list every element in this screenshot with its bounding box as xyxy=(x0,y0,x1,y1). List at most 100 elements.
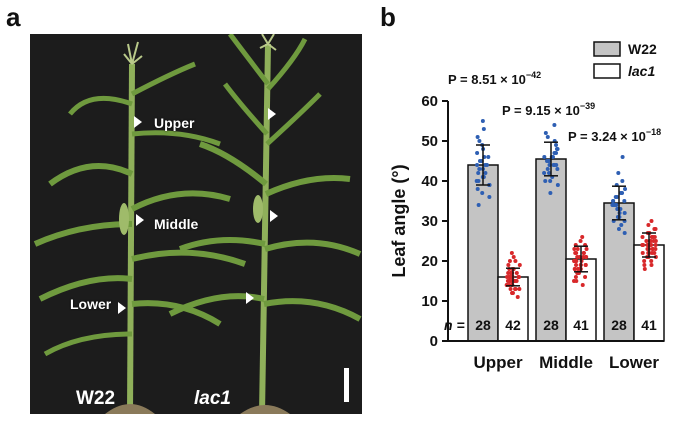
data-point-lower-lac1 xyxy=(642,267,647,271)
leaf-angle-chart-svg: 0 10 20 30 40 50 60 Leaf angle (°) 28 42 Upper 28 41… xyxy=(389,41,665,372)
data-point-middle-w22 xyxy=(554,143,559,147)
data-point-upper-w22 xyxy=(476,203,481,207)
data-point-lower-lac1 xyxy=(649,259,654,263)
data-point-upper-lac1 xyxy=(507,259,512,263)
data-point-lower-w22 xyxy=(614,203,619,207)
legend-label-0: W22 xyxy=(628,41,657,57)
data-point-upper-lac1 xyxy=(513,279,518,283)
data-point-middle-lac1 xyxy=(583,255,588,259)
lower-label: Lower xyxy=(70,296,112,312)
middle-label: Middle xyxy=(154,216,199,232)
data-point-upper-lac1 xyxy=(508,287,513,291)
scale-bar xyxy=(344,368,349,402)
data-point-lower-w22 xyxy=(618,191,623,195)
data-point-upper-lac1 xyxy=(513,259,518,263)
data-point-upper-w22 xyxy=(483,163,488,167)
data-point-lower-w22 xyxy=(619,223,624,227)
data-point-lower-w22 xyxy=(623,187,628,191)
data-point-middle-lac1 xyxy=(578,239,583,243)
data-point-upper-w22 xyxy=(480,191,485,195)
data-point-middle-lac1 xyxy=(572,279,577,283)
bar-middle-w22 xyxy=(535,158,567,342)
n-prefix-label: n = xyxy=(444,317,465,333)
data-point-lower-lac1 xyxy=(644,239,649,243)
legend-swatch-0 xyxy=(593,41,621,57)
data-point-lower-lac1 xyxy=(650,251,655,255)
data-point-lower-lac1 xyxy=(653,247,658,251)
data-point-upper-w22 xyxy=(477,159,482,163)
data-point-middle-w22 xyxy=(545,159,550,163)
data-point-middle-w22 xyxy=(543,179,548,183)
data-point-middle-w22 xyxy=(542,171,547,175)
lac1-upper-arrow-icon xyxy=(268,108,276,120)
data-point-lower-w22 xyxy=(620,179,625,183)
data-point-upper-lac1 xyxy=(516,275,521,279)
n-label-lower-lac1: 41 xyxy=(641,317,657,333)
data-point-upper-w22 xyxy=(477,167,482,171)
data-point-middle-lac1 xyxy=(583,263,588,267)
data-point-lower-w22 xyxy=(616,171,621,175)
data-point-lower-lac1 xyxy=(642,259,647,263)
lac1-middle-arrow-icon xyxy=(270,210,278,222)
data-point-middle-w22 xyxy=(547,171,552,175)
data-point-upper-w22 xyxy=(475,135,480,139)
genotype-w22-label: W22 xyxy=(76,388,116,409)
data-point-lower-w22 xyxy=(611,199,616,203)
bar-middle-lac1 xyxy=(565,258,597,342)
genotype-lac1-label: lac1 xyxy=(194,388,231,409)
n-label-upper-lac1: 42 xyxy=(505,317,521,333)
data-point-middle-lac1 xyxy=(573,275,578,279)
plant-photo-illustration xyxy=(30,34,362,414)
lac1-lower-arrow-icon xyxy=(246,292,254,304)
data-point-middle-lac1 xyxy=(575,247,580,251)
data-point-upper-w22 xyxy=(481,127,486,131)
data-point-lower-w22 xyxy=(622,199,627,203)
data-point-middle-w22 xyxy=(554,147,559,151)
data-point-middle-lac1 xyxy=(572,259,577,263)
n-label-lower-w22: 28 xyxy=(611,317,627,333)
x-tick-label-lower: Lower xyxy=(609,353,659,372)
lower-arrow-icon xyxy=(118,302,126,314)
data-point-upper-w22 xyxy=(486,155,491,159)
data-point-upper-lac1 xyxy=(511,255,516,259)
data-point-middle-w22 xyxy=(555,183,560,187)
data-point-lower-lac1 xyxy=(640,251,645,255)
middle-arrow-icon xyxy=(136,214,144,226)
data-point-lower-lac1 xyxy=(649,263,654,267)
leaf-angle-chart: 0 10 20 30 40 50 60 Leaf angle (°) 28 42 Upper 28 41… xyxy=(372,0,685,427)
legend-label-1: lac1 xyxy=(628,63,655,79)
data-point-middle-w22 xyxy=(548,179,553,183)
data-point-lower-w22 xyxy=(620,155,625,159)
data-point-middle-w22 xyxy=(555,167,560,171)
data-point-lower-lac1 xyxy=(652,235,657,239)
y-tick-label-6: 60 xyxy=(421,93,438,110)
data-point-upper-w22 xyxy=(487,195,492,199)
plant-photo: Upper Middle Lower W22 lac1 xyxy=(30,34,362,414)
lac1-plant xyxy=(168,34,362,414)
data-point-upper-w22 xyxy=(475,151,480,155)
bar-lower-lac1 xyxy=(633,244,665,342)
data-point-upper-w22 xyxy=(474,179,479,183)
x-tick-label-middle: Middle xyxy=(539,353,593,372)
data-point-middle-w22 xyxy=(545,167,550,171)
y-tick-label-4: 40 xyxy=(421,173,438,190)
data-point-lower-w22 xyxy=(616,227,621,231)
data-point-upper-lac1 xyxy=(506,271,511,275)
data-point-upper-lac1 xyxy=(515,295,520,299)
data-point-middle-w22 xyxy=(543,131,548,135)
data-point-lower-lac1 xyxy=(642,263,647,267)
data-point-upper-w22 xyxy=(475,163,480,167)
data-point-middle-w22 xyxy=(542,155,547,159)
data-point-upper-w22 xyxy=(483,171,488,175)
w22-plant xyxy=(33,41,247,414)
y-tick-label-5: 50 xyxy=(421,133,438,150)
data-point-middle-lac1 xyxy=(580,283,585,287)
y-tick-label-1: 10 xyxy=(421,293,438,310)
data-point-middle-lac1 xyxy=(581,251,586,255)
data-point-upper-lac1 xyxy=(510,291,515,295)
data-point-upper-lac1 xyxy=(507,279,512,283)
y-tick-label-3: 30 xyxy=(421,213,438,230)
data-point-lower-lac1 xyxy=(649,219,654,223)
data-point-lower-lac1 xyxy=(652,227,657,231)
data-point-lower-w22 xyxy=(615,195,620,199)
